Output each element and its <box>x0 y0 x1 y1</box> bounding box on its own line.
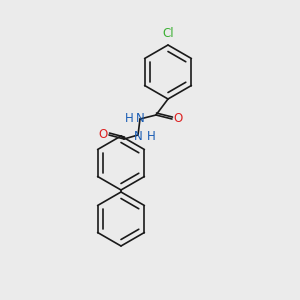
Text: Cl: Cl <box>162 27 174 40</box>
Text: O: O <box>98 128 108 142</box>
Text: N: N <box>136 112 144 124</box>
Text: H: H <box>125 112 134 124</box>
Text: N: N <box>134 130 142 142</box>
Text: H: H <box>147 130 156 142</box>
Text: O: O <box>173 112 183 125</box>
